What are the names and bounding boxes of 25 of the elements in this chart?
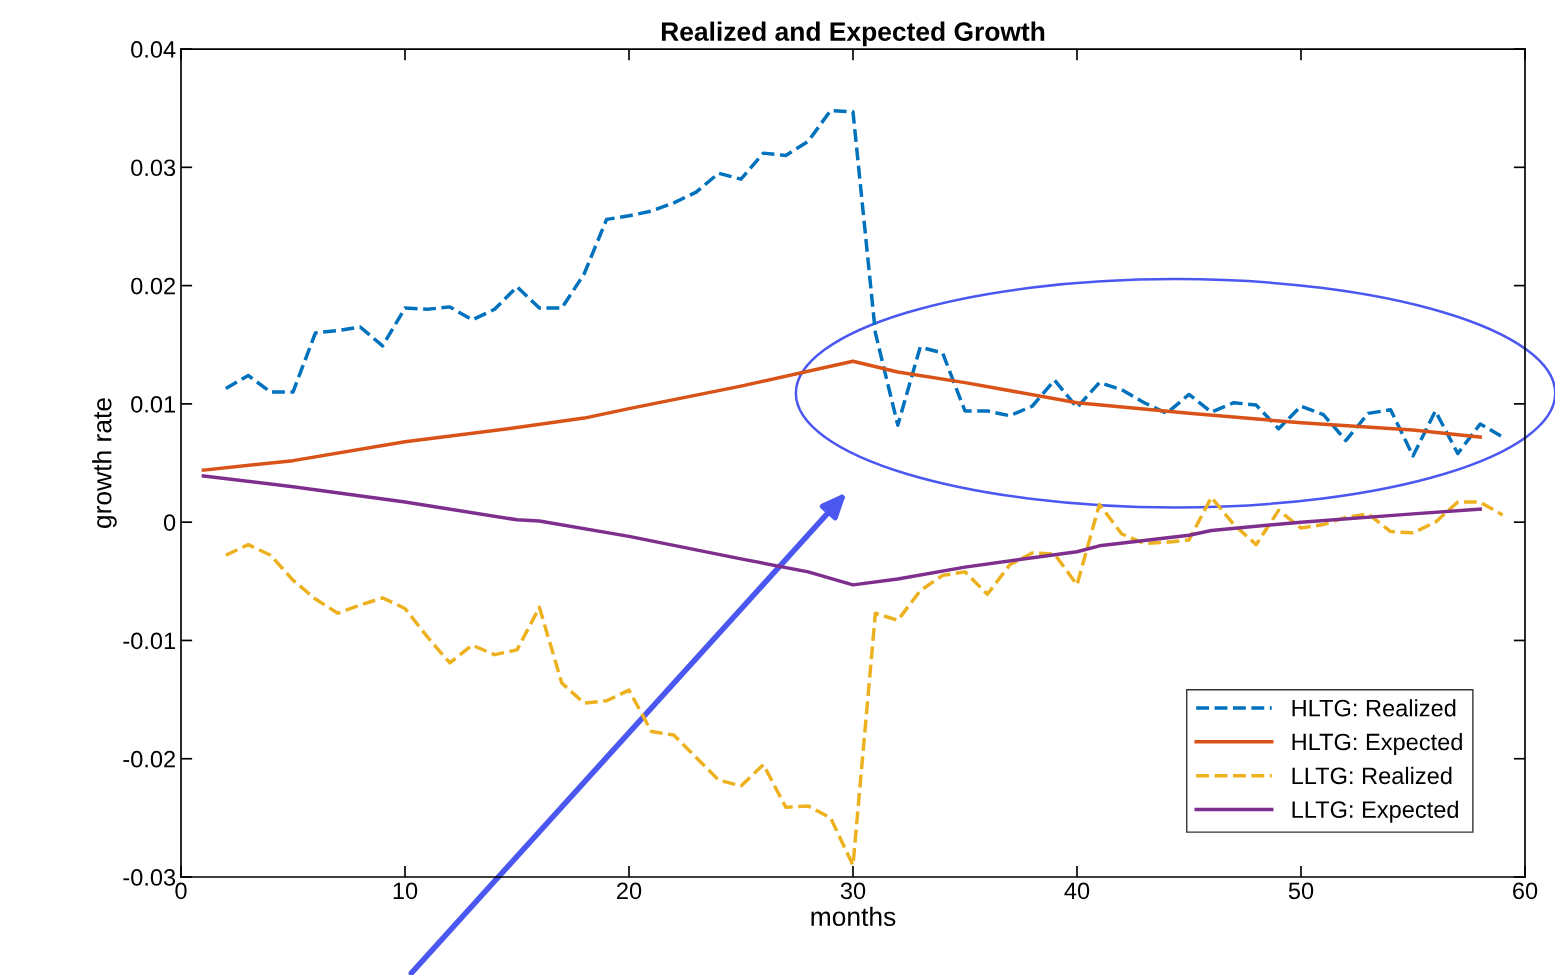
y-tick-label: -0.01 bbox=[123, 632, 175, 650]
legend-label: HLTG: Realized bbox=[1292, 699, 1456, 717]
legend-label: LLTG: Expected bbox=[1292, 800, 1458, 823]
x-tick-label: 0 bbox=[175, 882, 187, 900]
y-axis-title: growth rate bbox=[92, 398, 117, 528]
x-tick-label: 20 bbox=[617, 882, 642, 900]
line-series bbox=[201, 359, 1482, 472]
y-tick-label: 0.03 bbox=[131, 159, 176, 177]
y-tick-label: -0.03 bbox=[123, 869, 176, 886]
x-tick-label: 30 bbox=[840, 882, 866, 900]
x-tick-label: 60 bbox=[1513, 882, 1538, 900]
chart-title: Realized and Expected Growth bbox=[661, 21, 1045, 47]
y-tick-label: -0.02 bbox=[123, 750, 175, 768]
line-series bbox=[201, 474, 1482, 587]
x-tick-label: 40 bbox=[1064, 882, 1090, 900]
legend-label: HLTG: Expected bbox=[1292, 733, 1462, 756]
line-series bbox=[224, 108, 1505, 458]
x-tick-label: 10 bbox=[393, 882, 418, 900]
y-tick-label: 0.01 bbox=[131, 395, 175, 413]
y-tick-label: 0.04 bbox=[131, 41, 176, 58]
x-tick-label: 50 bbox=[1288, 882, 1314, 900]
x-axis-title: months bbox=[811, 906, 896, 927]
y-tick-label: 0.02 bbox=[131, 277, 175, 295]
y-tick-label: 0 bbox=[163, 514, 176, 531]
legend-label: LLTG: Realized bbox=[1292, 766, 1452, 785]
